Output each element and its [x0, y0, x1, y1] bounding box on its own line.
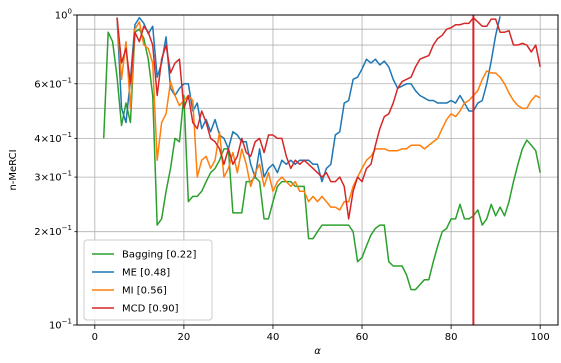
y-tick-label: 10−1	[49, 318, 72, 332]
x-tick-label: 100	[531, 332, 550, 343]
plot-frame	[76, 14, 559, 326]
x-tick-label: 0	[92, 332, 98, 343]
legend-label: Bagging [0.22]	[122, 250, 196, 261]
series-line-1	[116, 16, 501, 183]
x-axis-ticks: 0 20 40 60 80 100	[92, 325, 550, 343]
legend-label: MCD [0.90]	[122, 304, 179, 315]
series-line-0	[102, 28, 541, 291]
y-tick-label: 3×10−1	[34, 170, 72, 184]
y-axis-ticks: 10−1 100 2×10−1 3×10−1 4×10−1 6×10−1	[34, 8, 77, 332]
series-lines	[102, 16, 541, 291]
legend-box	[83, 239, 213, 321]
y-tick-label: 4×10−1	[34, 131, 72, 145]
x-tick-label: 80	[445, 332, 458, 343]
y-tick-label: 2×10−1	[34, 224, 72, 238]
series-line-3	[116, 16, 541, 220]
legend-label: ME [0.48]	[122, 268, 170, 279]
x-tick-label: 20	[178, 332, 191, 343]
series-line-2	[116, 17, 541, 211]
legend-label: MI [0.56]	[122, 286, 167, 297]
y-tick-label: 6×10−1	[34, 76, 72, 90]
x-tick-label: 60	[356, 332, 369, 343]
legend: Bagging [0.22] ME [0.48] MI [0.56] MCD [0.9…	[83, 239, 213, 321]
y-tick-label: 100	[55, 8, 72, 22]
x-axis-label: α	[314, 346, 321, 357]
x-tick-label: 40	[267, 332, 280, 343]
y-axis-label: n-MeRCI	[8, 149, 19, 190]
